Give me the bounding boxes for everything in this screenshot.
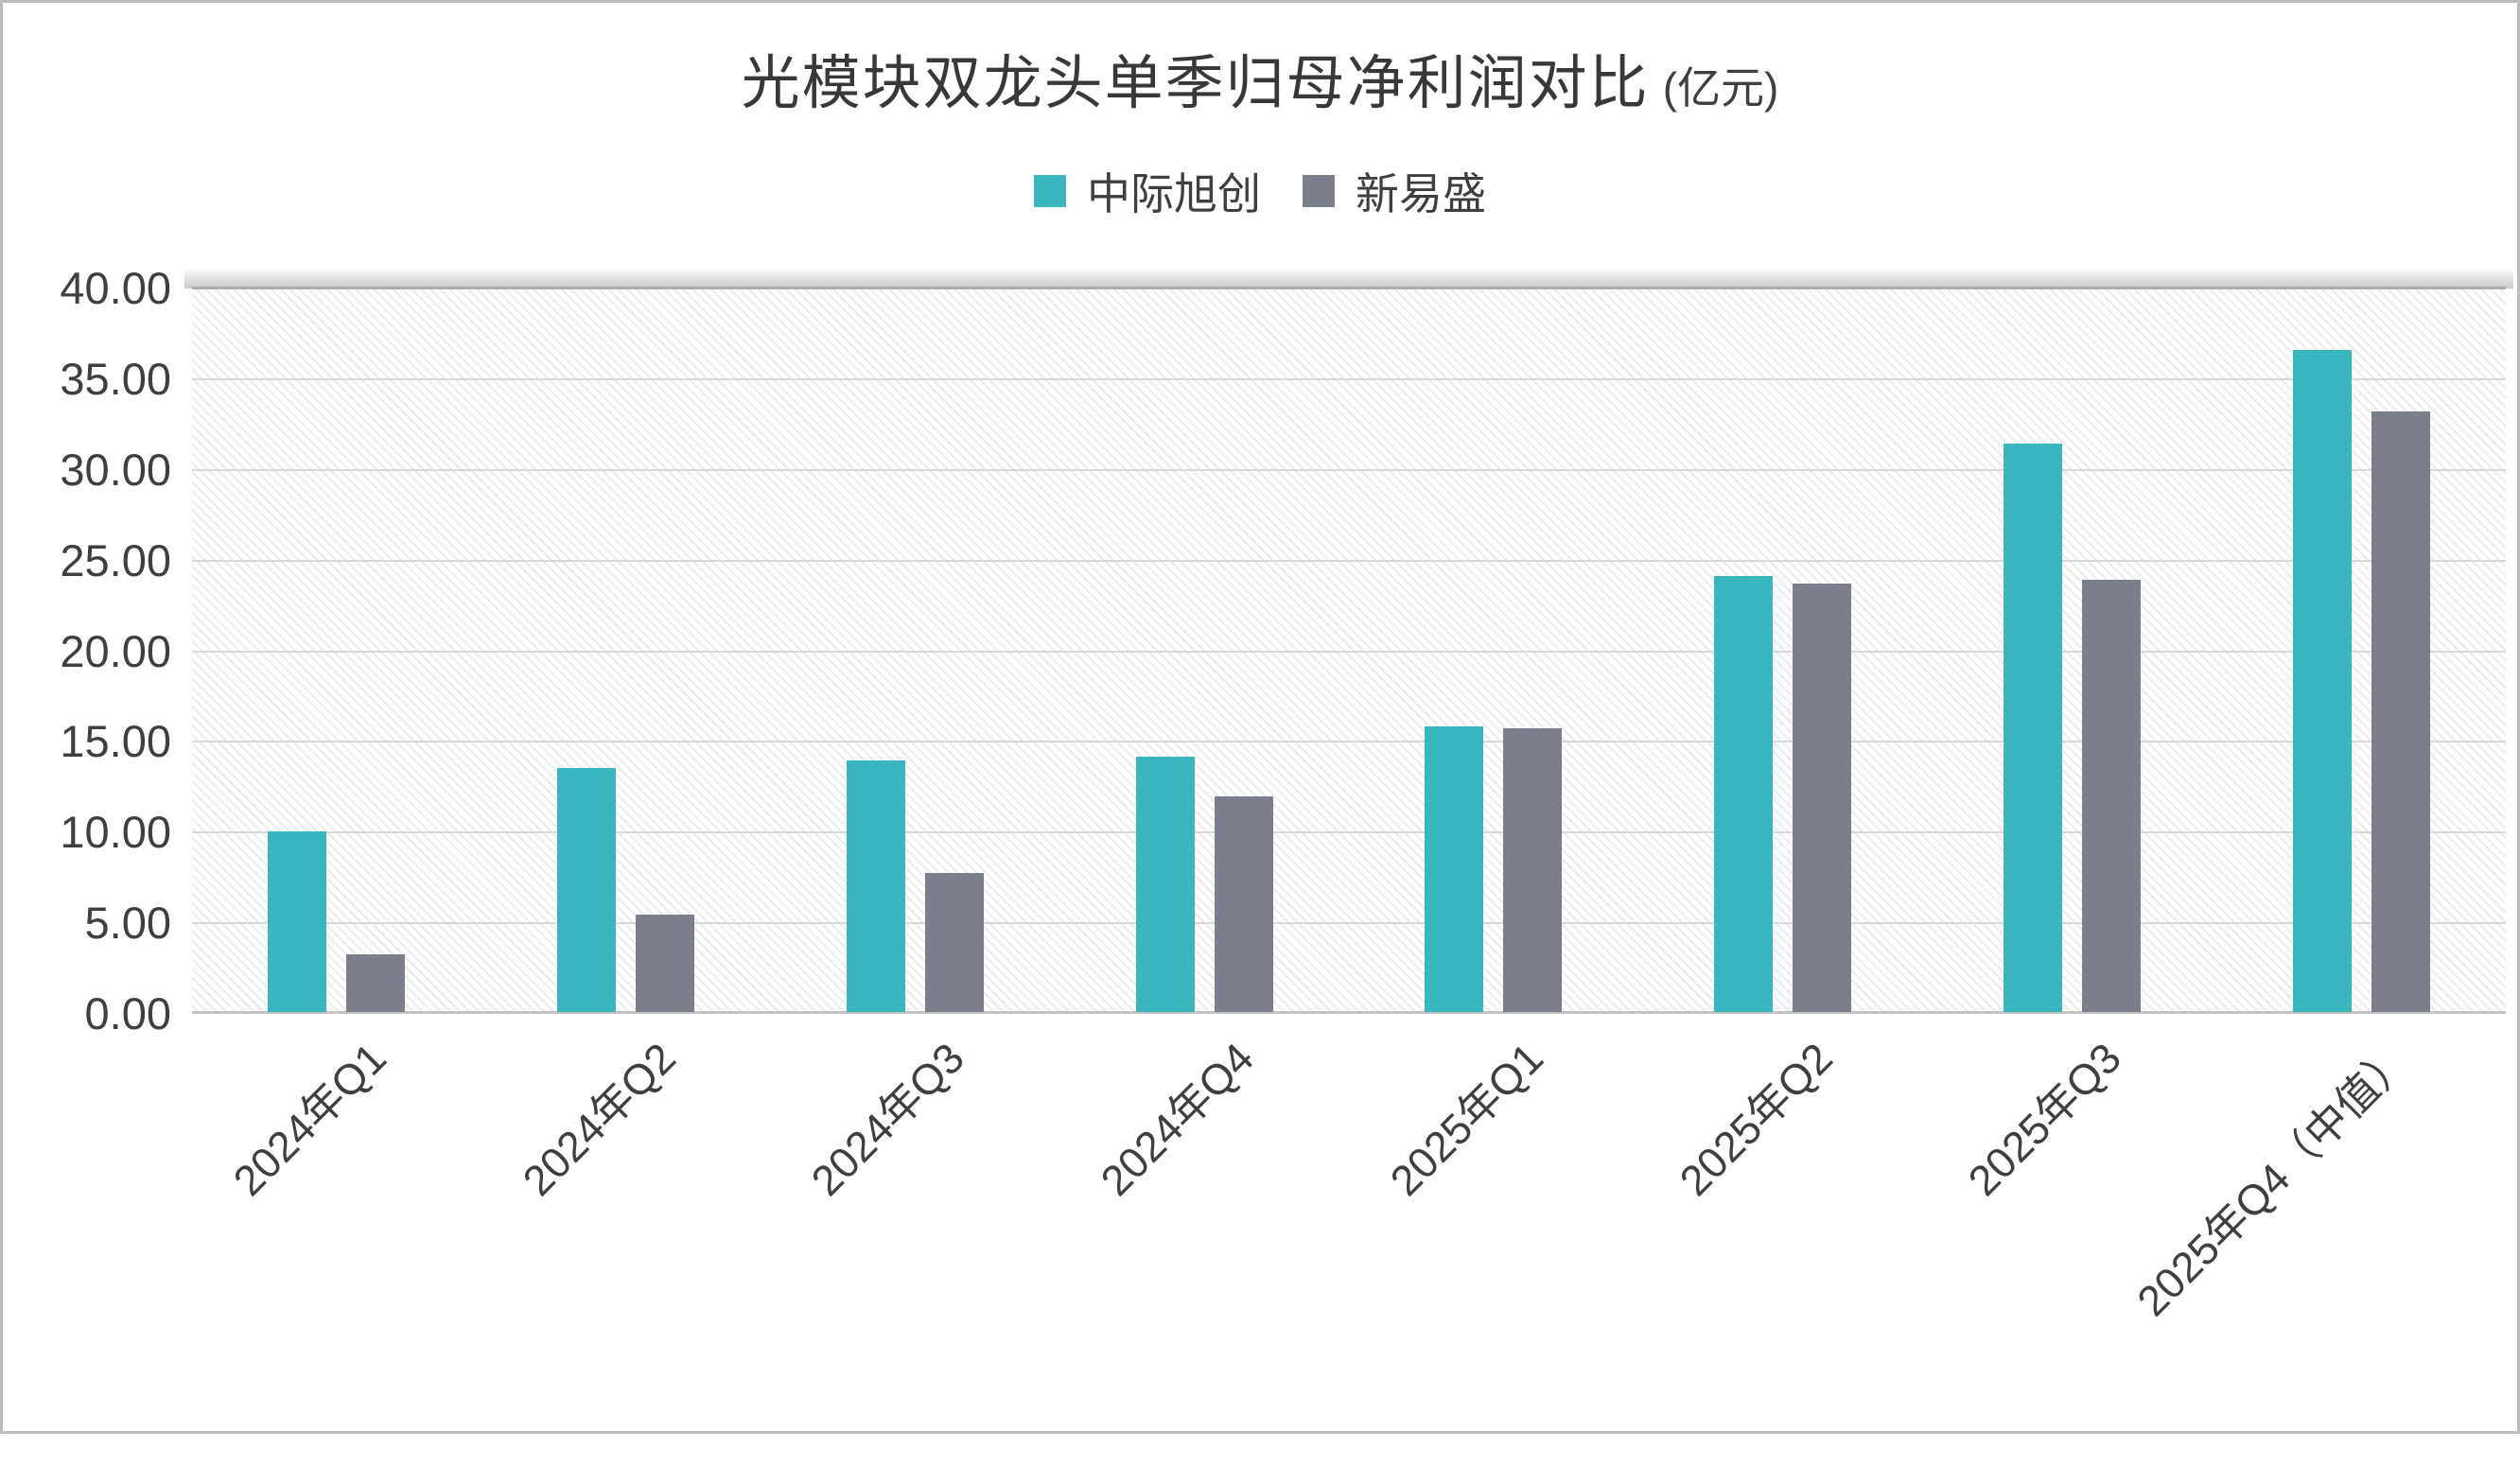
x-axis-line [192, 1011, 2506, 1014]
y-axis-tick-label: 5.00 [84, 898, 171, 949]
y-axis-tick-label: 10.00 [60, 807, 171, 858]
y-axis-tick-label: 0.00 [84, 988, 171, 1039]
bar-新易盛-2024年Q3 [924, 872, 984, 1012]
legend-label: 中际旭创 [1087, 169, 1261, 218]
bar-新易盛-2025年Q3 [2081, 579, 2141, 1012]
bar-新易盛-2025年Q1 [1503, 727, 1563, 1012]
chart-title-text: 光模块双龙头单季归母净利润对比 [741, 51, 1650, 116]
legend-swatch-teal-icon [1034, 175, 1066, 207]
plot-top-shadow [184, 268, 2513, 288]
chart-title: 光模块双龙头单季归母净利润对比 (亿元) [3, 35, 2517, 120]
x-axis: 2024年Q1 2024年Q2 2024年Q3 2024年Q4 2025年Q1 2025年… [192, 1026, 2506, 1433]
bar-中际旭创-2024年Q3 [846, 760, 905, 1012]
y-axis-tick-label: 25.00 [60, 534, 171, 585]
y-axis: 0.00 5.00 10.00 15.00 20.00 25.00 30.00 35.00 40… [3, 263, 171, 1039]
bar-新易盛-2024年Q1 [346, 953, 406, 1012]
chart-title-unit: (亿元) [1662, 63, 1779, 113]
bar-中际旭创-2025年Q1 [1425, 725, 1484, 1012]
bar-新易盛-2024年Q4 [1214, 796, 1273, 1012]
y-axis-tick-label: 35.00 [60, 353, 171, 404]
gridline-20 [192, 650, 2506, 653]
gridline-30 [192, 468, 2506, 471]
bar-中际旭创-2024年Q1 [268, 830, 327, 1012]
bar-中际旭创-2025年Q3 [2003, 444, 2062, 1012]
bar-中际旭创-2025年Q2 [1714, 576, 1774, 1012]
y-axis-tick-label: 40.00 [60, 263, 171, 313]
gridline-35 [192, 377, 2506, 380]
legend-swatch-gray-icon [1303, 175, 1335, 207]
bar-新易盛-2025年Q2 [1793, 583, 1852, 1012]
legend: 中际旭创 新易盛 [3, 160, 2517, 222]
bar-中际旭创-2025年Q4（中值） [2292, 350, 2352, 1012]
y-axis-tick-label: 30.00 [60, 444, 171, 495]
y-axis-tick-label: 15.00 [60, 716, 171, 767]
gridline-15 [192, 741, 2506, 743]
bar-中际旭创-2024年Q2 [557, 767, 617, 1012]
plot-area [184, 268, 2513, 1014]
gridline-10 [192, 831, 2506, 834]
bar-新易盛-2025年Q4（中值） [2371, 411, 2430, 1012]
gridline-40 [192, 287, 2506, 289]
gridline-25 [192, 559, 2506, 562]
legend-label: 新易盛 [1356, 169, 1486, 218]
gridline-5 [192, 922, 2506, 925]
y-axis-tick-label: 20.00 [60, 625, 171, 676]
legend-item-xinyisheng: 新易盛 [1303, 160, 1486, 222]
legend-item-zhongji: 中际旭创 [1034, 160, 1261, 222]
bar-中际旭创-2024年Q4 [1135, 757, 1195, 1012]
chart-screenshot: { "title": { "main": "光模块双龙头单季归母净利润对比", … [0, 0, 2520, 1434]
bar-新易盛-2024年Q2 [636, 914, 695, 1012]
